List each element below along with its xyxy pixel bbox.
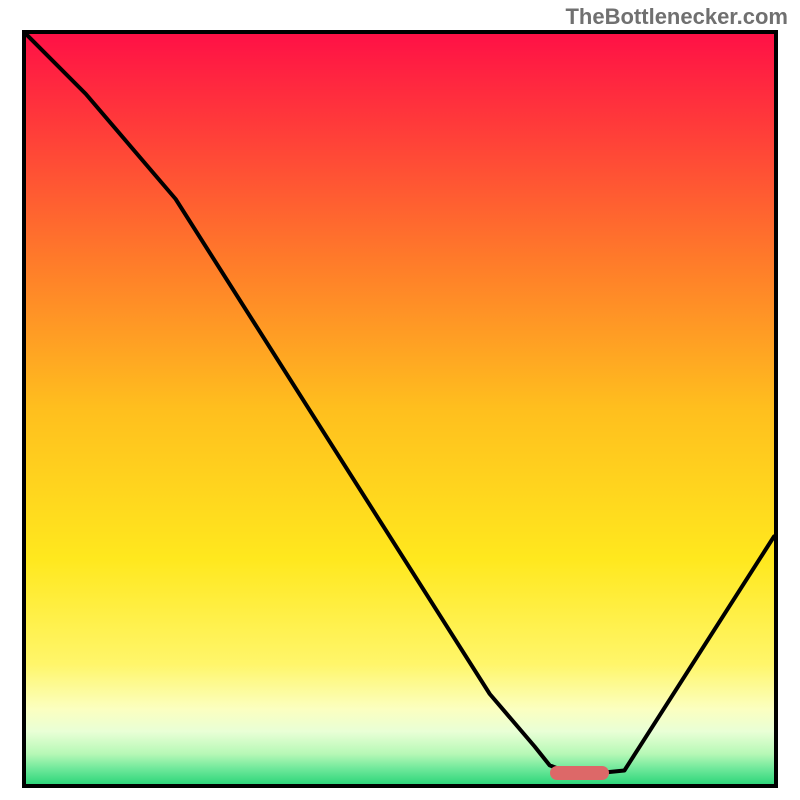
curve-line xyxy=(26,34,774,784)
watermark-text: TheBottlenecker.com xyxy=(565,4,788,30)
optimal-marker xyxy=(550,766,610,780)
plot-area xyxy=(26,34,774,784)
chart-container: TheBottlenecker.com xyxy=(0,0,800,800)
chart-frame xyxy=(22,30,778,788)
